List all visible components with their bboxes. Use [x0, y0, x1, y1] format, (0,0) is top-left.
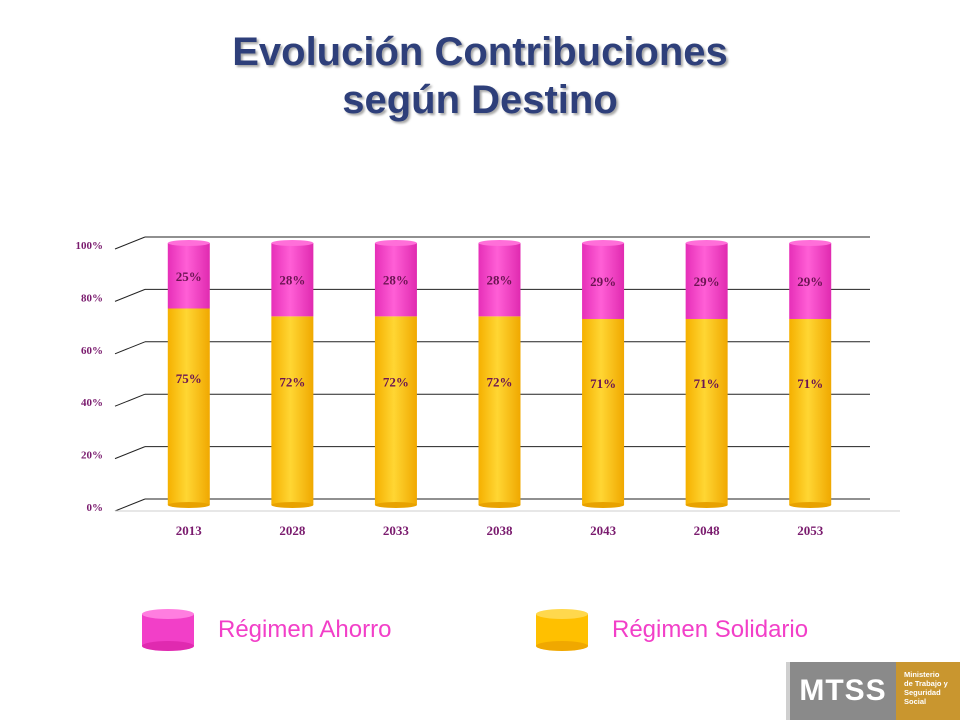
- logo-line-4: Social: [904, 697, 927, 706]
- bar-base: [271, 502, 314, 508]
- x-tick-label: 2033: [383, 523, 410, 538]
- bar-base: [582, 502, 625, 508]
- data-label-solidario: 72%: [279, 375, 305, 390]
- logo-line-2: de Trabajo y: [904, 679, 948, 688]
- y-tick-label: 0%: [87, 502, 104, 514]
- logo-ministry-block: Ministerio de Trabajo y Seguridad Social: [896, 662, 960, 720]
- bar-segment-ahorro: [685, 243, 728, 319]
- y-tick-label: 100%: [76, 240, 104, 252]
- x-tick-label: 2038: [487, 523, 514, 538]
- data-label-ahorro: 25%: [176, 269, 202, 284]
- logo-acronym-block: MTSS: [786, 662, 896, 720]
- legend-swatch-ahorro-icon: [142, 609, 194, 651]
- y-tick-label: 40%: [81, 397, 103, 409]
- bar-segment-solidario: [789, 318, 832, 505]
- bar-group: 72% 28%: [478, 240, 521, 508]
- logo-line-3: Seguridad: [904, 688, 941, 697]
- chart-title: Evolución Contribuciones según Destino: [0, 28, 960, 124]
- bar-segment-solidario: [478, 316, 521, 505]
- legend-label-solidario: Régimen Solidario: [612, 616, 809, 643]
- bar-segment-solidario: [685, 318, 728, 505]
- data-label-ahorro: 28%: [279, 273, 305, 288]
- bar-segment-ahorro: [374, 243, 417, 317]
- bar-cap: [582, 240, 625, 246]
- y-tick-label: 80%: [81, 292, 103, 304]
- bar-cap: [685, 240, 728, 246]
- bar-base: [789, 502, 832, 508]
- bar-group: 71% 29%: [789, 240, 832, 508]
- bar-group: 71% 29%: [685, 240, 728, 508]
- data-label-solidario: 71%: [590, 376, 616, 391]
- chart-title-line-1: Evolución Contribuciones: [232, 30, 728, 74]
- bar-segment-ahorro: [167, 243, 210, 309]
- bar-segment-solidario: [374, 316, 417, 505]
- chart-title-line-2: según Destino: [342, 78, 618, 122]
- bar-group: 75% 25%: [167, 240, 210, 508]
- bar-cap: [271, 240, 314, 246]
- x-tick-label: 2028: [279, 523, 306, 538]
- bar-segment-ahorro: [271, 243, 314, 317]
- bar-base: [167, 502, 210, 508]
- gridline-depth: [114, 236, 146, 250]
- logo-line-1: Ministerio: [904, 670, 940, 679]
- data-label-ahorro: 29%: [694, 274, 720, 289]
- bar-cap: [374, 240, 417, 246]
- data-label-ahorro: 29%: [590, 274, 616, 289]
- bar-group: 72% 28%: [374, 240, 417, 508]
- gridline-depth: [114, 446, 146, 460]
- y-tick-label: 20%: [81, 450, 103, 462]
- bars: 75% 25% 72% 28% 72% 28% 72% 28% 71% 29% 71% 29% 71% 2…: [167, 240, 832, 508]
- bar-segment-ahorro: [478, 243, 521, 317]
- stacked-bar-chart: 0%20%40%60%80%100% 75%25%72%28%72%28%72%…: [76, 236, 900, 538]
- x-tick-label: 2053: [797, 523, 824, 538]
- data-label-solidario: 75%: [176, 371, 202, 386]
- bar-segment-solidario: [582, 318, 625, 505]
- gridline-depth: [114, 288, 146, 302]
- bar-base: [374, 502, 417, 508]
- data-label-ahorro: 28%: [487, 273, 513, 288]
- bar-segment-solidario: [167, 308, 210, 505]
- bar-cap: [167, 240, 210, 246]
- data-label-solidario: 71%: [797, 376, 823, 391]
- bar-cap: [789, 240, 832, 246]
- legend-item-ahorro: Régimen Ahorro: [140, 608, 391, 652]
- bar-group: 72% 28%: [271, 240, 314, 508]
- bar-cap: [478, 240, 521, 246]
- bar-group: 71% 29%: [582, 240, 625, 508]
- x-axis: 2013 2028 2033 2038 2043 2048 2053: [176, 523, 824, 538]
- mtss-logo: MTSS Ministerio de Trabajo y Seguridad S…: [786, 662, 960, 720]
- x-tick-label: 2043: [590, 523, 617, 538]
- x-tick-label: 2013: [176, 523, 203, 538]
- data-label-solidario: 72%: [383, 375, 409, 390]
- bar-segment-ahorro: [582, 243, 625, 319]
- data-label-solidario: 72%: [487, 375, 513, 390]
- legend-label-ahorro: Régimen Ahorro: [218, 616, 392, 643]
- gridline-depth: [114, 393, 146, 407]
- data-label-ahorro: 28%: [383, 273, 409, 288]
- x-tick-label: 2048: [694, 523, 721, 538]
- data-label-ahorro: 29%: [797, 274, 823, 289]
- bar-base: [478, 502, 521, 508]
- y-tick-label: 60%: [81, 345, 103, 357]
- y-axis: 0% 20% 40% 60% 80% 100%: [76, 240, 104, 514]
- gridline-depth: [114, 498, 146, 512]
- legend-item-solidario: Régimen Solidario: [534, 608, 808, 652]
- gridline-depth: [114, 341, 146, 355]
- bar-base: [685, 502, 728, 508]
- data-label-solidario: 71%: [694, 376, 720, 391]
- bar-segment-ahorro: [789, 243, 832, 319]
- logo-acronym: MTSS: [799, 674, 887, 707]
- legend-swatch-solidario-icon: [536, 609, 588, 651]
- bar-segment-solidario: [271, 316, 314, 505]
